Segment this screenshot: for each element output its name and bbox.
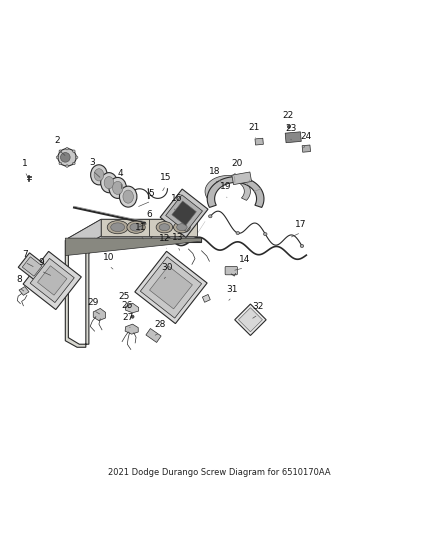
Text: 5: 5 — [148, 189, 154, 198]
Polygon shape — [202, 294, 210, 302]
Text: 19: 19 — [220, 182, 232, 191]
Text: 25: 25 — [118, 292, 130, 301]
Polygon shape — [23, 252, 81, 310]
Ellipse shape — [73, 150, 75, 152]
Text: 2: 2 — [55, 136, 60, 145]
Polygon shape — [302, 145, 311, 152]
Polygon shape — [18, 253, 46, 280]
Ellipse shape — [123, 190, 134, 203]
Polygon shape — [93, 309, 106, 321]
Polygon shape — [30, 259, 74, 303]
Text: 1: 1 — [22, 159, 28, 168]
Text: 17: 17 — [295, 220, 307, 229]
Polygon shape — [172, 201, 196, 225]
Ellipse shape — [111, 223, 125, 231]
Polygon shape — [38, 266, 67, 295]
Polygon shape — [68, 220, 197, 255]
Polygon shape — [126, 303, 139, 313]
Ellipse shape — [109, 177, 127, 198]
Ellipse shape — [127, 221, 145, 233]
Ellipse shape — [107, 221, 128, 234]
Ellipse shape — [173, 222, 190, 233]
Text: 28: 28 — [154, 320, 166, 329]
Ellipse shape — [264, 232, 267, 236]
Polygon shape — [19, 287, 29, 295]
Text: 11: 11 — [134, 223, 146, 231]
Ellipse shape — [300, 245, 304, 247]
Ellipse shape — [131, 315, 134, 318]
Text: 12: 12 — [159, 234, 170, 243]
Text: 23: 23 — [285, 124, 297, 133]
Polygon shape — [125, 324, 138, 334]
Text: 16: 16 — [170, 194, 182, 203]
Text: 27: 27 — [123, 312, 134, 321]
Polygon shape — [101, 220, 149, 236]
Ellipse shape — [66, 147, 68, 150]
Text: 24: 24 — [301, 132, 312, 141]
Ellipse shape — [59, 150, 62, 152]
Text: 20: 20 — [232, 159, 243, 168]
Ellipse shape — [91, 165, 107, 185]
Polygon shape — [205, 175, 251, 200]
Text: 2021 Dodge Durango Screw Diagram for 6510170AA: 2021 Dodge Durango Screw Diagram for 651… — [108, 468, 330, 477]
Polygon shape — [238, 308, 262, 332]
Text: 22: 22 — [283, 111, 293, 120]
Polygon shape — [166, 195, 202, 232]
Polygon shape — [135, 251, 207, 324]
Text: 13: 13 — [172, 233, 183, 243]
Polygon shape — [207, 177, 264, 207]
Ellipse shape — [104, 176, 114, 189]
Polygon shape — [149, 266, 192, 309]
Text: 8: 8 — [16, 275, 22, 284]
Text: 15: 15 — [160, 173, 172, 182]
Text: 7: 7 — [22, 249, 28, 259]
Ellipse shape — [60, 152, 70, 162]
Text: 26: 26 — [122, 301, 133, 310]
Ellipse shape — [94, 169, 104, 181]
FancyBboxPatch shape — [225, 266, 237, 275]
Ellipse shape — [287, 125, 290, 128]
Polygon shape — [22, 257, 42, 276]
Polygon shape — [160, 189, 208, 237]
Polygon shape — [140, 257, 201, 318]
Ellipse shape — [120, 186, 137, 207]
Ellipse shape — [73, 162, 75, 165]
Ellipse shape — [159, 224, 170, 231]
Text: 31: 31 — [226, 285, 238, 294]
Polygon shape — [235, 304, 266, 335]
Ellipse shape — [101, 173, 117, 193]
Polygon shape — [68, 220, 101, 255]
Ellipse shape — [58, 149, 76, 166]
Polygon shape — [285, 132, 301, 143]
Text: 18: 18 — [209, 167, 220, 176]
Ellipse shape — [59, 162, 62, 165]
Text: 9: 9 — [38, 259, 44, 268]
Ellipse shape — [66, 165, 68, 167]
Polygon shape — [146, 328, 161, 343]
Ellipse shape — [156, 222, 173, 233]
Ellipse shape — [113, 181, 123, 195]
Ellipse shape — [130, 223, 142, 231]
Text: 6: 6 — [146, 211, 152, 220]
Text: 3: 3 — [89, 158, 95, 167]
Polygon shape — [65, 238, 201, 348]
Text: 30: 30 — [162, 263, 173, 272]
Polygon shape — [65, 238, 201, 256]
Polygon shape — [149, 220, 197, 236]
Text: 29: 29 — [88, 297, 99, 306]
Ellipse shape — [56, 156, 59, 159]
Text: 21: 21 — [248, 123, 260, 132]
Ellipse shape — [236, 231, 240, 235]
Polygon shape — [232, 172, 251, 184]
Ellipse shape — [177, 224, 187, 231]
Text: 32: 32 — [253, 302, 264, 311]
Text: 10: 10 — [103, 253, 115, 262]
Ellipse shape — [75, 156, 78, 159]
Ellipse shape — [208, 215, 212, 218]
Text: 14: 14 — [239, 255, 250, 264]
Polygon shape — [255, 138, 263, 145]
Text: 4: 4 — [118, 169, 124, 178]
